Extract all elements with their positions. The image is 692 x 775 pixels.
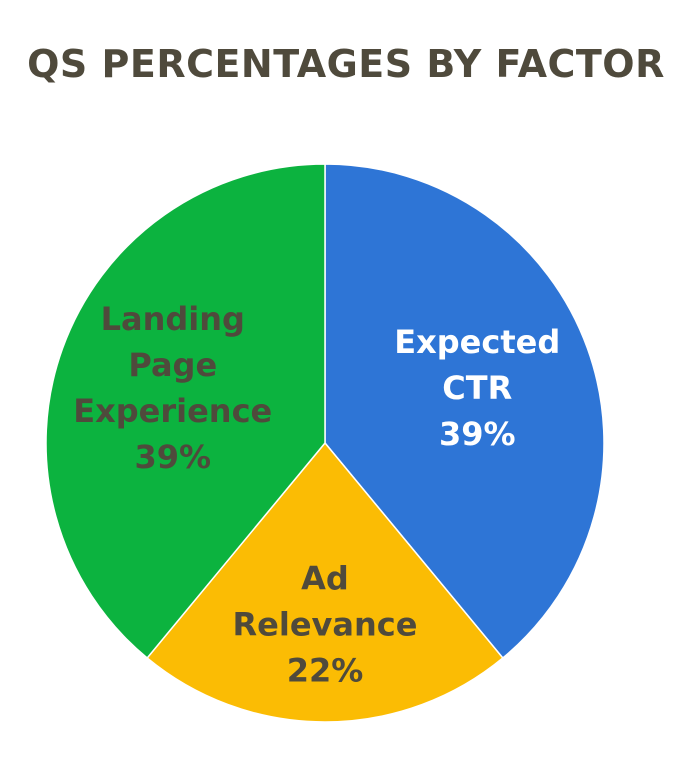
slice-name-label: Landing: [101, 300, 245, 338]
pie-slice-1: [324, 163, 605, 660]
pie-labels: Expected CTR 39% Ad Relevance 22% Landing Page E…: [73, 300, 560, 689]
slice-label-3: Landing Page Experience 39%: [73, 300, 272, 476]
slice-name-label: Page: [128, 346, 217, 384]
chart-title: QS PERCENTAGES BY FACTOR: [27, 42, 665, 86]
slice-value-label: 39%: [439, 415, 516, 453]
pie-slice-3: [45, 163, 326, 660]
slice-name-label: Ad: [301, 559, 349, 597]
slice-name-label: Relevance: [233, 605, 418, 643]
slice-value-label: 22%: [287, 651, 364, 689]
slice-label-2: Ad Relevance 22%: [233, 559, 418, 689]
slice-name-label: Expected: [394, 323, 560, 361]
pie-slices: [45, 163, 605, 723]
pie-slice-2: [146, 441, 504, 723]
slice-name-label: CTR: [442, 369, 512, 407]
slice-value-label: 39%: [134, 438, 211, 476]
slice-name-label: Experience: [73, 392, 272, 430]
slice-label-1: Expected CTR 39%: [394, 323, 560, 453]
